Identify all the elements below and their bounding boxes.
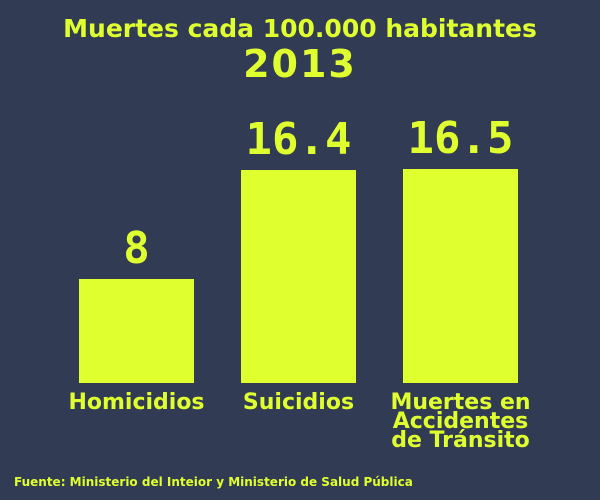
value-label: 16.5 [407,112,514,164]
chart-title: Muertes cada 100.000 habitantes [63,14,537,43]
value-label: 16.4 [245,113,352,165]
source-note: Fuente: Ministerio del Inteior y Ministe… [14,475,413,489]
chart-subtitle: 2013 [243,42,357,86]
bar [79,279,194,383]
x-tick-label: Muertes en Accidentes de Tránsito [390,390,531,453]
bar [241,169,356,383]
value-label: 8 [123,223,150,274]
x-tick-label: Homicidios [68,390,205,415]
x-tick-label: Suicidios [242,390,355,415]
bar [403,168,518,383]
